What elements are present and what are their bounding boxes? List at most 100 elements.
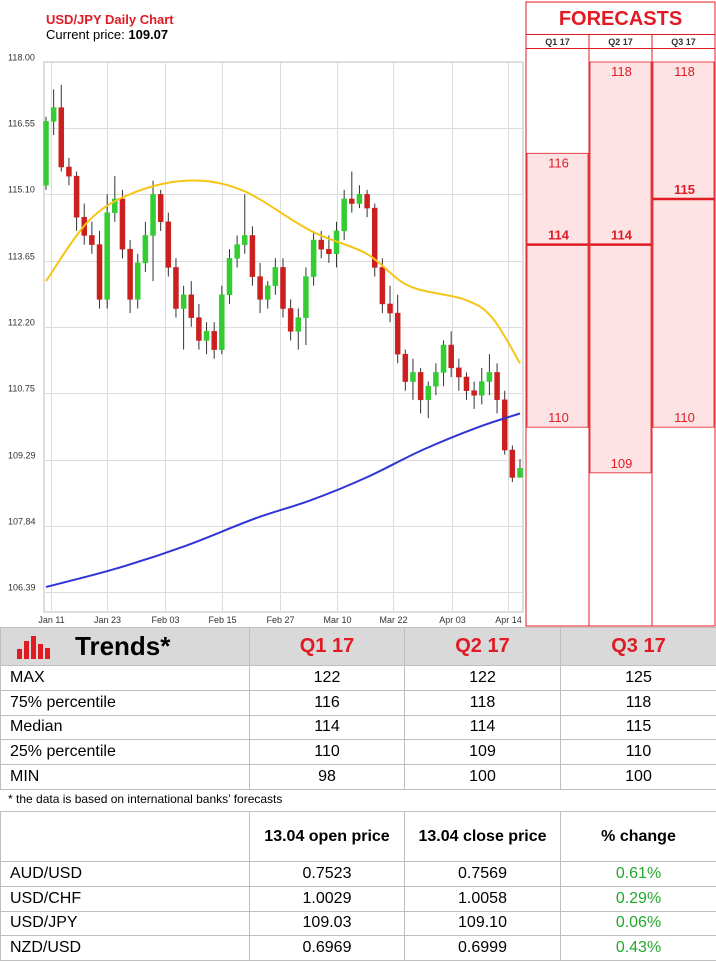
fx-col-close: 13.04 close price xyxy=(404,811,561,862)
forecast-column-label: Q1 17 xyxy=(545,37,570,47)
candle-body xyxy=(371,207,378,268)
candle-body xyxy=(234,244,240,259)
fx-pair: AUD/USD xyxy=(0,861,250,887)
fx-col-open: 13.04 open price xyxy=(249,811,405,862)
fx-close: 0.7569 xyxy=(404,861,561,887)
cell-value: 100 xyxy=(560,764,716,790)
x-tick-label: Apr 03 xyxy=(439,615,466,625)
trends-col-q3: Q3 17 xyxy=(560,627,716,666)
forecast-p75-label: 116 xyxy=(548,155,569,170)
candle-body xyxy=(433,372,439,387)
candle-body xyxy=(318,239,324,250)
x-tick-label: Feb 03 xyxy=(151,615,179,625)
forecast-p25-label: 109 xyxy=(611,456,633,471)
candle-body xyxy=(219,294,225,350)
moving-average-short-line xyxy=(45,179,521,364)
y-tick-label: 115.10 xyxy=(8,185,35,195)
candle-body xyxy=(173,267,179,309)
trends-col-q2: Q2 17 xyxy=(404,627,561,666)
candle-body xyxy=(134,262,141,300)
x-tick-label: Feb 27 xyxy=(266,615,294,625)
candle-body xyxy=(66,166,72,177)
y-tick-label: 118.00 xyxy=(8,53,35,63)
forecast-p75-label: 118 xyxy=(674,64,695,79)
candle-body xyxy=(356,194,363,204)
fx-open: 0.6969 xyxy=(249,935,405,961)
trends-row-max: MAX 122 122 125 xyxy=(0,665,716,691)
x-tick-label: Apr 14 xyxy=(495,615,522,625)
trends-table: Trends* Q1 17 Q2 17 Q3 17 MAX 122 122 12… xyxy=(0,627,716,790)
fx-col-change: % change xyxy=(560,811,716,862)
chart-title: USD/JPY Daily Chart xyxy=(46,12,174,27)
candle-body xyxy=(303,276,309,318)
row-label: 75% percentile xyxy=(0,689,250,716)
trends-title: Trends* xyxy=(75,631,171,661)
candle-body xyxy=(211,331,217,350)
candle-body xyxy=(127,248,133,300)
candle-body xyxy=(517,468,523,478)
y-tick-label: 106.39 xyxy=(8,583,36,593)
candle-body xyxy=(203,331,210,341)
candle-body xyxy=(226,258,233,296)
fx-close: 0.6999 xyxy=(404,935,561,961)
candle-body xyxy=(142,235,149,264)
fx-col-pair xyxy=(0,811,250,862)
candle-body xyxy=(394,312,401,355)
forecast-median-label: 115 xyxy=(674,182,695,197)
candle-body xyxy=(341,198,347,232)
chart-area: 118.00 116.55 115.10 113.65 112.20 110.75 109.… xyxy=(8,1,716,627)
cell-value: 114 xyxy=(404,714,561,741)
cell-value: 115 xyxy=(560,714,716,741)
forecast-band xyxy=(589,61,652,474)
current-price-label: Current price: xyxy=(46,27,129,42)
candle-body xyxy=(463,376,470,391)
candle-body xyxy=(188,294,195,318)
cell-value: 122 xyxy=(404,665,561,691)
row-label: Median xyxy=(0,714,250,741)
fx-change: 0.43% xyxy=(560,935,716,961)
fx-close: 109.10 xyxy=(404,910,561,937)
candle-body xyxy=(43,121,49,186)
price-chart: 118.00 116.55 115.10 113.65 112.20 110.75 109.… xyxy=(8,1,716,627)
trends-row-p75: 75% percentile 116 118 118 xyxy=(0,689,716,716)
fx-close: 1.0058 xyxy=(404,885,561,912)
current-price-value: 109.07 xyxy=(128,27,169,42)
fx-open: 0.7523 xyxy=(249,861,405,887)
cell-value: 118 xyxy=(560,689,716,716)
candle-body xyxy=(486,372,493,382)
candle-body xyxy=(349,198,355,204)
forecast-band xyxy=(526,152,589,428)
candle-body xyxy=(471,390,477,396)
fx-open: 1.0029 xyxy=(249,885,405,912)
moving-average-long-line xyxy=(45,412,521,588)
row-label: MAX xyxy=(0,665,250,691)
forecast-column-label: Q2 17 xyxy=(608,37,633,47)
candle-body xyxy=(417,372,424,401)
candle-body xyxy=(501,399,508,451)
fx-change: 0.06% xyxy=(560,910,716,937)
fx-table: 13.04 open price 13.04 close price % cha… xyxy=(0,811,716,961)
candle-body xyxy=(165,221,172,268)
trends-header-row: Trends* Q1 17 Q2 17 Q3 17 xyxy=(0,627,716,666)
forecast-title: FORECASTS xyxy=(559,8,682,30)
candle-body xyxy=(104,212,110,300)
candle-body xyxy=(440,344,447,373)
candle-body xyxy=(157,194,164,223)
fx-change: 0.29% xyxy=(560,885,716,912)
cell-value: 114 xyxy=(249,714,405,741)
fx-pair: USD/CHF xyxy=(0,885,250,912)
candle-body xyxy=(50,107,57,122)
row-label: 25% percentile xyxy=(0,739,250,766)
trends-row-min: MIN 98 100 100 xyxy=(0,764,716,790)
candle-body xyxy=(58,107,65,168)
cell-value: 100 xyxy=(404,764,561,790)
chart-title-block: USD/JPY Daily Chart Current price: 109.0… xyxy=(46,12,174,42)
cell-value: 110 xyxy=(249,739,405,766)
forecast-p25-label: 110 xyxy=(674,410,695,425)
candle-body xyxy=(310,239,317,277)
candle-body xyxy=(264,285,271,300)
trends-col-q1: Q1 17 xyxy=(249,627,405,666)
candle-body xyxy=(249,235,256,277)
candle-body xyxy=(295,317,302,332)
candle-body xyxy=(326,248,332,254)
